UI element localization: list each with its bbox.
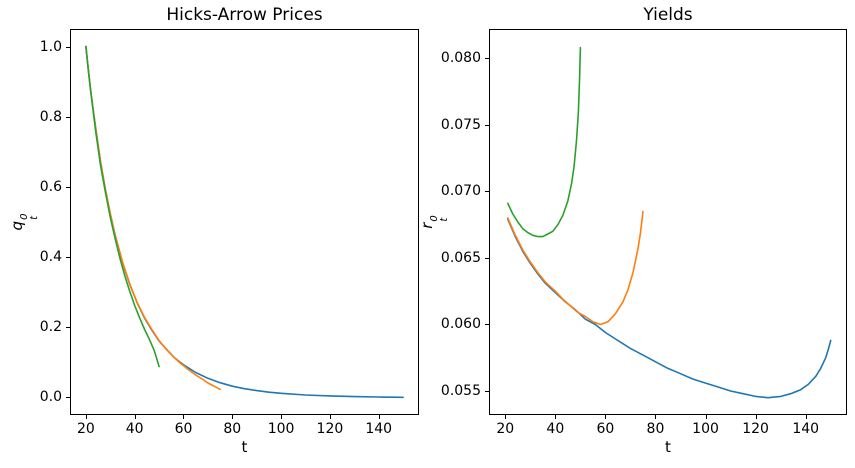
- y-tick-label: 0.080: [440, 50, 481, 67]
- x-tick-mark: [755, 415, 757, 419]
- y-tick-mark: [66, 186, 70, 188]
- y-tick-label: 0.070: [440, 183, 481, 200]
- x-tick-label: 80: [646, 421, 665, 437]
- x-tick-label: 20: [76, 421, 95, 437]
- x-tick-mark: [85, 415, 87, 419]
- y-tick-mark: [66, 116, 70, 118]
- y-tick-label: 0.075: [440, 116, 481, 133]
- plot-title: Yields: [643, 5, 693, 25]
- x-axis-label: t: [665, 438, 671, 456]
- x-tick-label: 120: [316, 421, 344, 437]
- x-tick-mark: [134, 415, 136, 419]
- y-tick-mark: [66, 327, 70, 329]
- orange-series-line: [506, 210, 644, 326]
- green-series-line: [506, 46, 582, 238]
- ylabel-base: q: [8, 220, 26, 231]
- x-tick-label: 140: [365, 421, 393, 437]
- orange-series-line: [85, 45, 221, 391]
- blue-series-line: [506, 218, 832, 399]
- x-tick-label: 60: [174, 421, 193, 437]
- x-tick-mark: [505, 415, 507, 419]
- axes-frame: [70, 29, 419, 415]
- x-tick-mark: [329, 415, 331, 419]
- ylabel-base: r: [418, 222, 436, 229]
- x-tick-label: 40: [125, 421, 144, 437]
- x-tick-mark: [183, 415, 185, 419]
- y-tick-label: 1.0: [39, 38, 62, 55]
- green-series-line: [85, 45, 160, 368]
- y-tick-mark: [485, 124, 489, 126]
- y-tick-label: 0.055: [440, 383, 481, 400]
- plot-curves-svg: [85, 45, 404, 399]
- y-tick-label: 0.060: [440, 316, 481, 333]
- x-tick-label: 140: [792, 421, 820, 437]
- x-tick-mark: [605, 415, 607, 419]
- y-tick-mark: [485, 324, 489, 326]
- y-tick-label: 0.2: [39, 319, 62, 336]
- y-tick-mark: [485, 257, 489, 259]
- x-tick-mark: [805, 415, 807, 419]
- y-tick-mark: [66, 257, 70, 259]
- blue-series-line: [85, 45, 404, 399]
- y-tick-mark: [485, 391, 489, 393]
- y-tick-label: 0.6: [39, 178, 62, 195]
- y-tick-label: 0.065: [440, 249, 481, 266]
- x-tick-label: 60: [596, 421, 615, 437]
- x-tick-mark: [705, 415, 707, 419]
- x-tick-label: 120: [742, 421, 769, 437]
- x-tick-label: 100: [692, 421, 719, 437]
- x-tick-mark: [378, 415, 380, 419]
- y-tick-label: 0.0: [39, 389, 62, 406]
- x-axis-label: t: [241, 438, 248, 456]
- x-tick-label: 100: [267, 421, 295, 437]
- x-tick-mark: [655, 415, 657, 419]
- ylabel-sub: t: [29, 216, 40, 220]
- x-tick-mark: [281, 415, 283, 419]
- axes-frame: [489, 29, 847, 415]
- plot-curves-svg: [506, 46, 832, 399]
- y-tick-mark: [66, 46, 70, 48]
- x-tick-mark: [555, 415, 557, 419]
- plot-title: Hicks-Arrow Prices: [166, 5, 323, 25]
- y-tick-label: 0.8: [39, 108, 62, 125]
- x-tick-mark: [232, 415, 234, 419]
- y-tick-mark: [66, 397, 70, 399]
- x-tick-label: 20: [496, 421, 515, 437]
- ylabel-sub: t: [439, 217, 450, 222]
- y-tick-label: 0.4: [39, 249, 62, 266]
- x-tick-label: 80: [223, 421, 242, 437]
- y-tick-mark: [485, 58, 489, 60]
- x-tick-label: 40: [546, 421, 565, 437]
- y-tick-mark: [485, 191, 489, 193]
